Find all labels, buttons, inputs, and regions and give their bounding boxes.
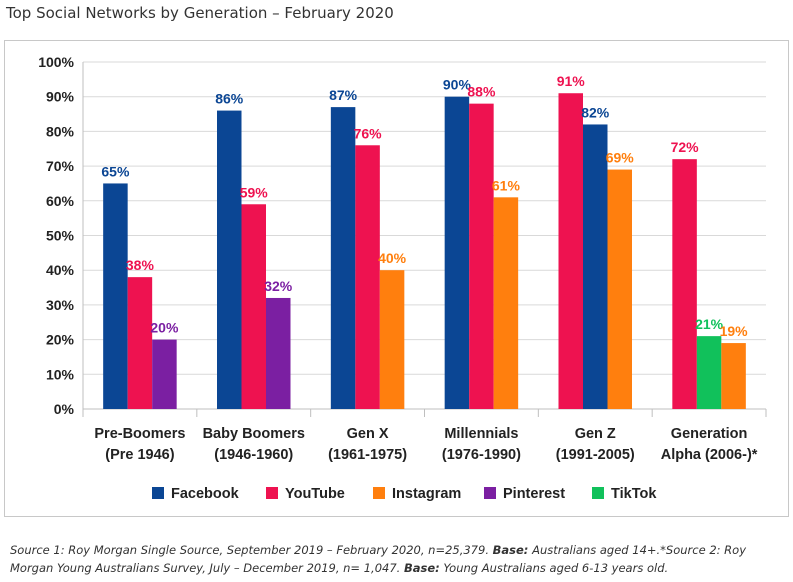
data-label: 82% <box>581 104 610 120</box>
bar-facebook <box>330 107 356 410</box>
y-tick-label: 60% <box>46 193 75 209</box>
data-label: 88% <box>467 84 496 100</box>
legend-swatch-youtube <box>266 487 278 499</box>
data-label: 21% <box>695 316 724 332</box>
data-label: 72% <box>671 139 700 155</box>
y-tick-label: 0% <box>54 401 75 417</box>
x-category-label: Generation <box>671 426 748 442</box>
legend-label: Pinterest <box>503 486 565 502</box>
page-title: Top Social Networks by Generation – Febr… <box>6 4 394 22</box>
legend-label: Facebook <box>171 486 240 502</box>
bar-chart: 0% 10% 20% 30% 40% 50% 60% 70% 80% 90% 100% 65% 38% 2… <box>38 54 767 502</box>
bar-youtube <box>127 277 153 409</box>
x-category-label: (1991-2005) <box>556 447 635 463</box>
x-category-label: Pre-Boomers <box>94 426 185 442</box>
bar-youtube <box>355 145 380 409</box>
bar-instagram <box>607 169 632 409</box>
footnote-text-3: Young Australians aged 6-13 years old. <box>439 561 669 575</box>
bar-youtube <box>469 103 494 409</box>
y-tick-label: 70% <box>46 158 75 174</box>
data-label: 91% <box>557 73 586 89</box>
y-tick-label: 40% <box>46 262 75 278</box>
legend-label: TikTok <box>611 486 657 502</box>
bar-tiktok <box>696 336 722 409</box>
x-category-label: (1946-1960) <box>214 447 293 463</box>
y-tick-label: 50% <box>46 228 75 244</box>
legend-swatch-pinterest <box>484 487 496 499</box>
bar-instagram <box>493 197 519 409</box>
bar-instagram <box>721 343 746 409</box>
footnote-base-label-2: Base: <box>403 561 440 575</box>
y-tick-label: 30% <box>46 297 75 313</box>
data-label: 38% <box>126 257 155 273</box>
bar-facebook <box>217 110 242 409</box>
x-category-label: Baby Boomers <box>203 426 305 442</box>
x-category-label: Gen Z <box>575 426 616 442</box>
x-category-label: (1976-1990) <box>442 447 521 463</box>
y-tick-label: 10% <box>46 366 75 382</box>
bar-youtube <box>241 204 266 409</box>
legend-swatch-tiktok <box>592 487 604 499</box>
x-category-label: Millennials <box>444 426 518 442</box>
x-category-label: Gen X <box>347 426 389 442</box>
data-label: 19% <box>720 323 749 339</box>
footnote-text-2: Australians aged 14+.*Source 2: Roy Morg… <box>10 543 747 575</box>
x-category-label: (Pre 1946) <box>105 447 174 463</box>
bar-youtube <box>558 93 583 409</box>
data-label: 90% <box>443 77 472 93</box>
bar-youtube <box>672 159 697 409</box>
data-label: 40% <box>378 250 407 266</box>
data-label: 86% <box>215 91 244 107</box>
source-footnote: Source 1: Roy Morgan Single Source, Sept… <box>10 541 785 577</box>
bar-pinterest <box>152 339 177 409</box>
data-label: 32% <box>264 278 293 294</box>
legend-swatch-facebook <box>152 487 164 499</box>
data-label: 61% <box>492 177 521 193</box>
bar-facebook <box>103 183 128 409</box>
y-tick-label: 20% <box>46 332 75 348</box>
footnote-text-1: Source 1: Roy Morgan Single Source, Sept… <box>10 543 493 557</box>
bar-pinterest <box>266 297 291 409</box>
data-label: 87% <box>329 87 358 103</box>
data-label: 76% <box>354 125 383 141</box>
legend-swatch-instagram <box>373 487 385 499</box>
bar-instagram <box>379 270 405 409</box>
y-tick-label: 100% <box>38 54 74 70</box>
legend-label: YouTube <box>285 486 345 502</box>
data-label: 20% <box>150 320 179 336</box>
data-label: 69% <box>606 150 635 166</box>
y-tick-label: 90% <box>46 89 75 105</box>
data-label: 65% <box>101 163 130 179</box>
bar-facebook <box>583 124 608 410</box>
bar-facebook <box>444 96 470 409</box>
legend-label: Instagram <box>392 486 461 502</box>
x-category-label: (1961-1975) <box>328 447 407 463</box>
x-category-label: Alpha (2006-)* <box>661 447 758 463</box>
data-label: 59% <box>240 184 269 200</box>
footnote-base-label-1: Base: <box>492 543 529 557</box>
y-tick-label: 80% <box>46 123 75 139</box>
